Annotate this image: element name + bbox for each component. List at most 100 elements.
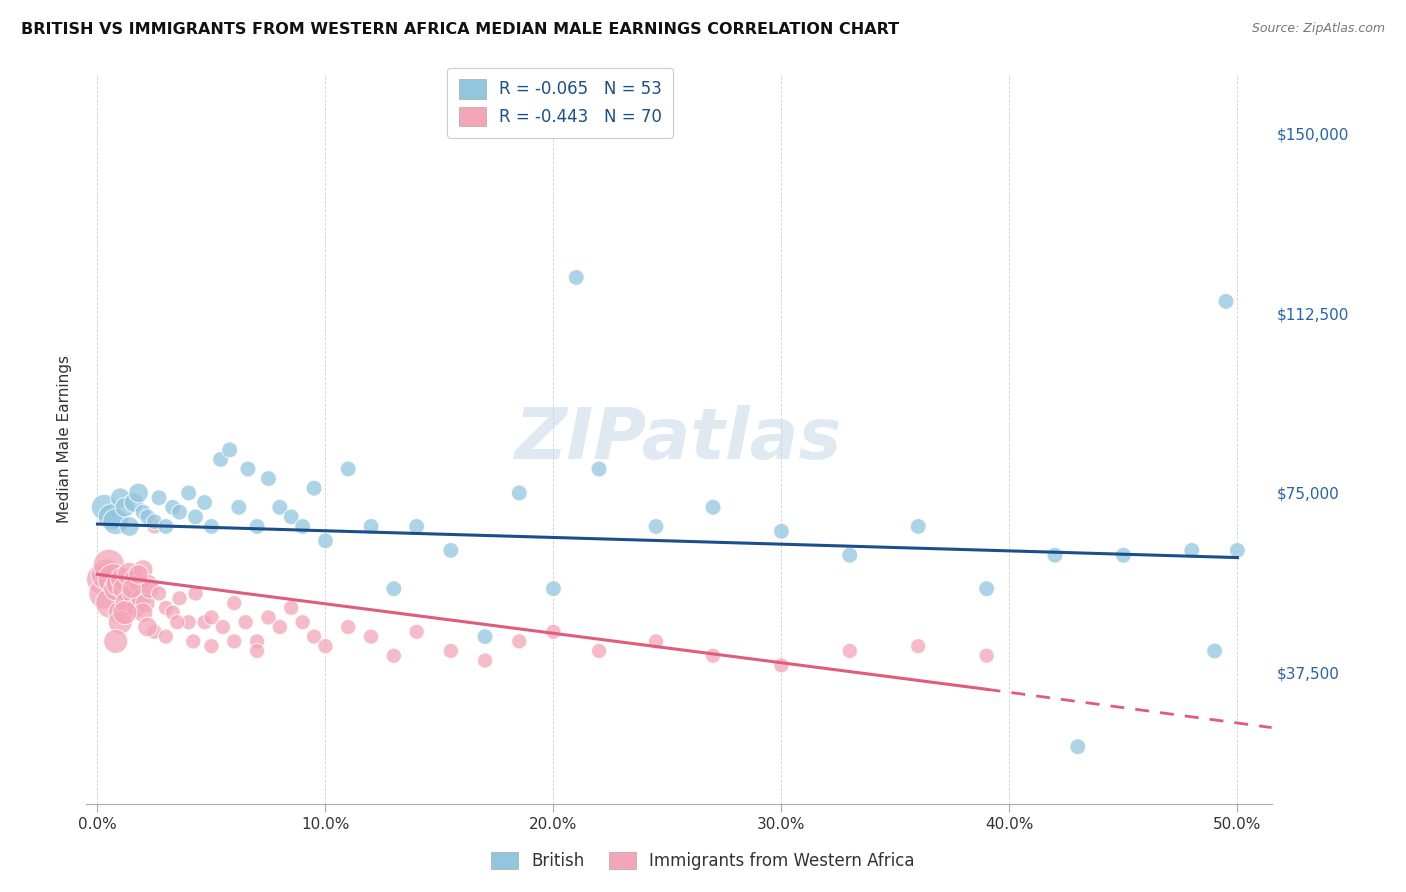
Point (405, 519, 427, 533)
Point (104, 582, 127, 596)
Point (337, 620, 360, 634)
Point (246, 634, 269, 648)
Point (134, 596, 156, 610)
Point (128, 567, 150, 582)
Point (360, 630, 382, 644)
Point (139, 582, 162, 596)
Point (194, 615, 217, 630)
Point (132, 505, 155, 519)
Point (122, 572, 145, 586)
Point (314, 533, 336, 548)
Point (200, 519, 222, 533)
Point (115, 596, 138, 610)
Point (218, 442, 240, 457)
Point (907, 639, 929, 653)
Point (132, 563, 155, 577)
Point (224, 634, 246, 648)
Point (1043, 548, 1066, 562)
Point (209, 452, 232, 467)
Point (104, 634, 127, 648)
Point (702, 648, 724, 663)
Point (114, 500, 136, 515)
Point (382, 582, 405, 596)
Point (96, 567, 118, 582)
Point (177, 615, 200, 630)
Point (118, 567, 141, 582)
Point (91, 572, 114, 586)
Point (235, 615, 257, 630)
Point (143, 515, 166, 529)
Point (128, 486, 150, 500)
Point (269, 620, 291, 634)
Point (702, 500, 724, 515)
Point (122, 495, 145, 509)
Point (508, 634, 530, 648)
Point (236, 462, 259, 476)
Point (565, 270, 588, 285)
Point (770, 524, 793, 539)
Point (155, 600, 177, 615)
Point (114, 582, 136, 596)
Point (314, 639, 336, 653)
Point (302, 630, 325, 644)
Point (162, 500, 184, 515)
Point (770, 658, 793, 673)
Point (136, 509, 159, 524)
Point (474, 654, 496, 668)
Point (107, 577, 129, 591)
Point (907, 519, 929, 533)
Point (194, 495, 217, 509)
Point (838, 548, 860, 562)
Point (169, 505, 191, 519)
Text: BRITISH VS IMMIGRANTS FROM WESTERN AFRICA MEDIAN MALE EARNINGS CORRELATION CHART: BRITISH VS IMMIGRANTS FROM WESTERN AFRIC… (21, 22, 900, 37)
Y-axis label: Median Male Earnings: Median Male Earnings (58, 355, 72, 523)
Point (110, 615, 132, 630)
Point (110, 606, 132, 620)
Point (114, 606, 136, 620)
Point (588, 462, 610, 476)
Point (1204, 644, 1226, 658)
Point (184, 586, 207, 600)
Point (100, 596, 122, 610)
Point (645, 634, 668, 648)
Point (104, 515, 127, 529)
Point (118, 519, 141, 533)
Point (1181, 543, 1204, 558)
Point (132, 606, 155, 620)
Point (838, 644, 860, 658)
Point (143, 519, 166, 533)
Point (1226, 543, 1249, 558)
Point (136, 620, 159, 634)
Point (181, 634, 204, 648)
Point (110, 491, 132, 505)
Point (543, 624, 565, 639)
Point (269, 500, 291, 515)
Point (111, 572, 134, 586)
Point (177, 486, 200, 500)
Point (508, 486, 530, 500)
Point (166, 615, 188, 630)
Point (148, 586, 170, 600)
Point (200, 639, 222, 653)
Point (280, 600, 302, 615)
Point (246, 644, 269, 658)
Point (291, 615, 314, 630)
Point (302, 481, 325, 495)
Point (337, 462, 360, 476)
Point (246, 519, 269, 533)
Point (121, 582, 143, 596)
Point (280, 509, 302, 524)
Point (1112, 548, 1135, 562)
Point (97, 558, 120, 572)
Point (169, 591, 191, 606)
Point (588, 644, 610, 658)
Point (93, 586, 115, 600)
Point (1215, 294, 1237, 309)
Point (1067, 739, 1090, 754)
Point (291, 519, 314, 533)
Point (976, 582, 998, 596)
Point (103, 572, 125, 586)
Point (360, 519, 382, 533)
Legend: British, Immigrants from Western Africa: British, Immigrants from Western Africa (485, 845, 921, 877)
Point (93, 500, 115, 515)
